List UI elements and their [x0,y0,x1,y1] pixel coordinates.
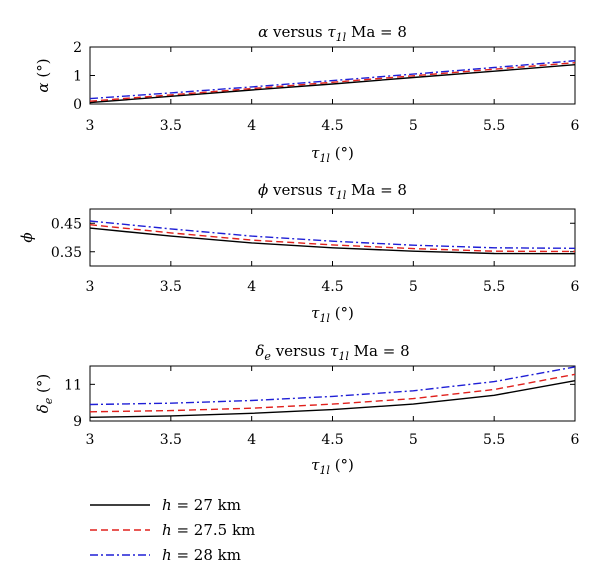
x-tick-label: 4 [247,118,256,134]
y-axis-label: δe (°) [34,374,55,414]
chart-panel-1: α versus τ1l Ma = 8 3 3.5 4 4.5 5 5.5 6 0 1 2 τ1l (… [34,23,580,165]
y-axis-label: ϕ [18,232,36,242]
x-axis-label: τ1l (°) [311,456,354,477]
x-tick-label: 5 [409,432,418,448]
y-axis-label: α (°) [34,58,52,92]
x-tick-label: 4.5 [321,432,343,448]
y-tick-label: 11 [64,377,82,393]
x-tick-label: 3.5 [160,432,182,448]
x-tick-label: 5.5 [483,279,505,295]
x-tick-label: 3.5 [160,279,182,295]
x-axis-label: τ1l (°) [311,144,354,165]
legend-label-1: h = 27 km [162,496,241,514]
series-line-2 [89,62,576,102]
legend-label-2: h = 27.5 km [162,521,255,539]
x-tick-label: 4.5 [321,118,343,134]
x-tick-label: 6 [571,279,580,295]
chart-title: ϕ versus τ1l Ma = 8 [258,181,407,202]
series-line-1 [89,227,576,255]
y-tick-label: 2 [73,40,82,56]
legend: h = 27 km h = 27.5 km h = 28 km [90,496,255,564]
x-tick-label: 5.5 [483,118,505,134]
y-tick-label: 1 [73,69,82,85]
legend-label-3: h = 28 km [162,546,241,564]
x-tick-label: 4 [247,279,256,295]
plot-frame [89,208,576,267]
series-line-3 [89,220,576,249]
x-tick-label: 4.5 [321,279,343,295]
series-line-2 [89,373,576,413]
chart-title: α versus τ1l Ma = 8 [258,23,407,44]
y-tick-label: 0.45 [51,216,82,232]
x-tick-label: 3.5 [160,118,182,134]
x-tick-label: 6 [571,432,580,448]
y-tick-label: 0 [73,97,82,113]
chart-panel-2: ϕ versus τ1l Ma = 8 3 3.5 4 4.5 5 5.5 6 0.35 0.45… [18,181,580,325]
series-line-2 [89,224,576,253]
y-tick-label: 0.35 [51,245,82,261]
x-tick-label: 4 [247,432,256,448]
x-axis-label: τ1l (°) [311,304,354,325]
x-tick-label: 3 [86,432,95,448]
chart-title: δe versus τ1l Ma = 8 [255,342,409,363]
series-line-3 [89,60,576,100]
x-tick-label: 5 [409,118,418,134]
y-tick-label: 9 [73,414,82,430]
x-tick-label: 5.5 [483,432,505,448]
series-line-1 [89,64,576,104]
series-line-1 [89,380,576,418]
x-tick-label: 6 [571,118,580,134]
x-tick-label: 3 [86,118,95,134]
chart-panel-3: δe versus τ1l Ma = 8 3 3.5 4 4.5 5 5.5 6 9 11 τ1l … [34,342,580,477]
x-tick-label: 3 [86,279,95,295]
x-tick-label: 5 [409,279,418,295]
series-line-3 [89,366,576,406]
